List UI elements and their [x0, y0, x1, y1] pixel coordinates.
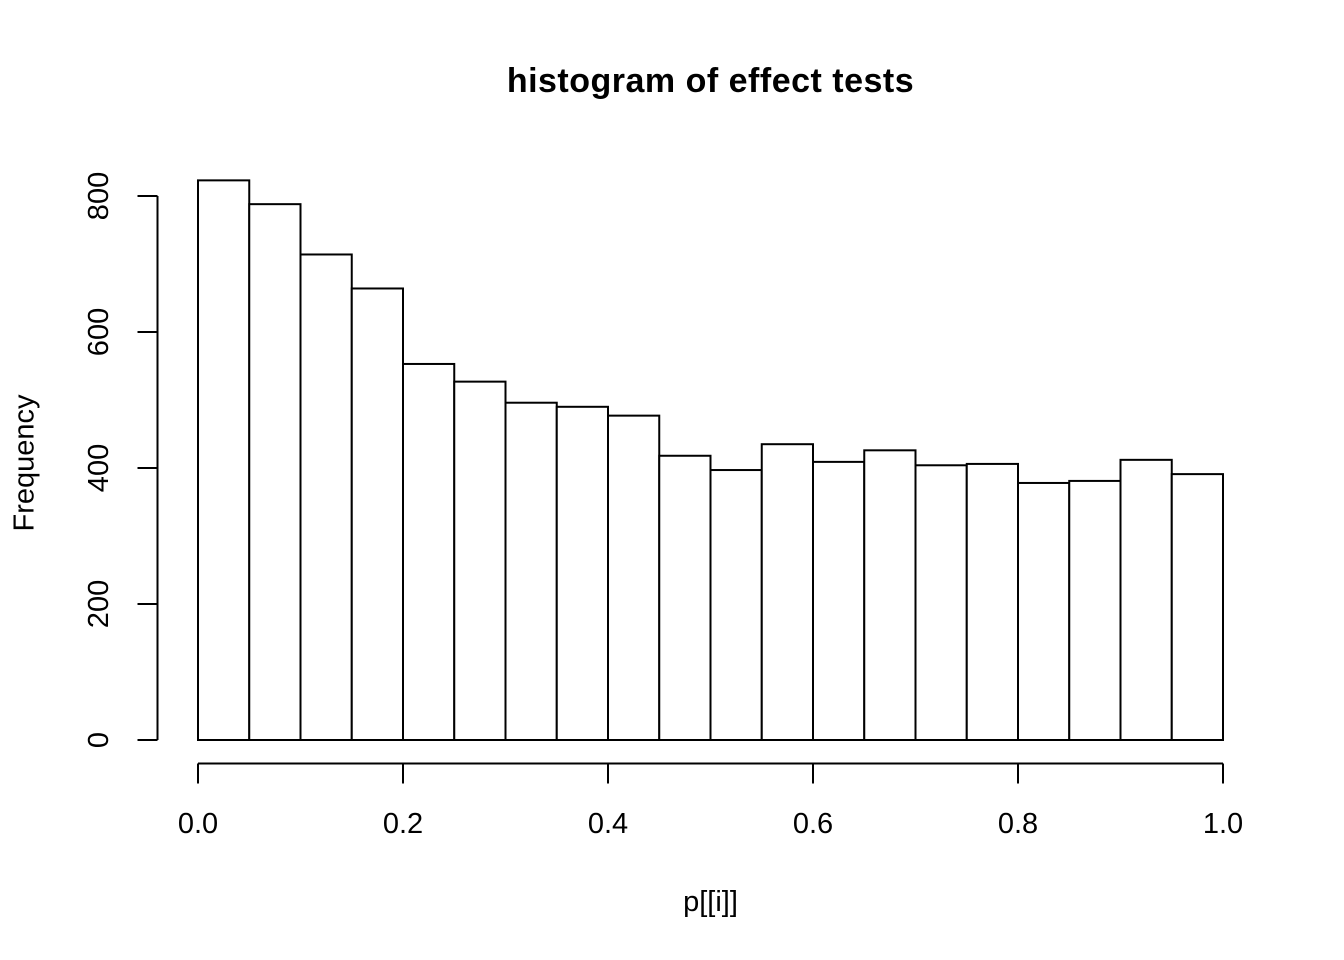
y-tick-label: 600: [83, 308, 115, 356]
histogram-bar: [1170, 473, 1224, 741]
histogram-bar: [197, 179, 251, 742]
histogram-bar: [607, 414, 661, 741]
histogram-bar: [812, 460, 866, 741]
x-axis-label: p[[i]]: [683, 886, 738, 918]
chart-title: histogram of effect tests: [506, 62, 915, 100]
y-tick-label: 800: [83, 172, 115, 220]
y-tick-label: 200: [83, 580, 115, 628]
histogram-bar: [1017, 481, 1071, 741]
x-tick-label: 0.2: [383, 808, 423, 840]
histogram-bar: [760, 443, 814, 741]
histogram-bar: [299, 253, 353, 741]
histogram-bar: [914, 464, 968, 741]
histogram-bar: [248, 203, 302, 742]
y-tick-label: 0: [83, 732, 115, 748]
histogram-bar: [709, 469, 763, 741]
histogram-bar: [402, 362, 456, 741]
x-tick-label: 0.6: [793, 808, 833, 840]
y-tick-label: 400: [83, 444, 115, 492]
histogram-bar: [1068, 479, 1122, 741]
histogram-bar: [965, 462, 1019, 741]
histogram-bar: [555, 405, 609, 741]
histogram-bar: [1119, 458, 1173, 741]
histogram-bar: [350, 287, 404, 741]
x-tick-label: 1.0: [1203, 808, 1243, 840]
histogram-bar: [863, 449, 917, 741]
histogram-bar: [658, 454, 712, 741]
histogram-bar: [504, 401, 558, 741]
x-tick-label: 0.4: [588, 808, 628, 840]
x-tick-label: 0.8: [998, 808, 1038, 840]
x-tick-label: 0.0: [178, 808, 218, 840]
histogram-bar: [453, 380, 507, 741]
